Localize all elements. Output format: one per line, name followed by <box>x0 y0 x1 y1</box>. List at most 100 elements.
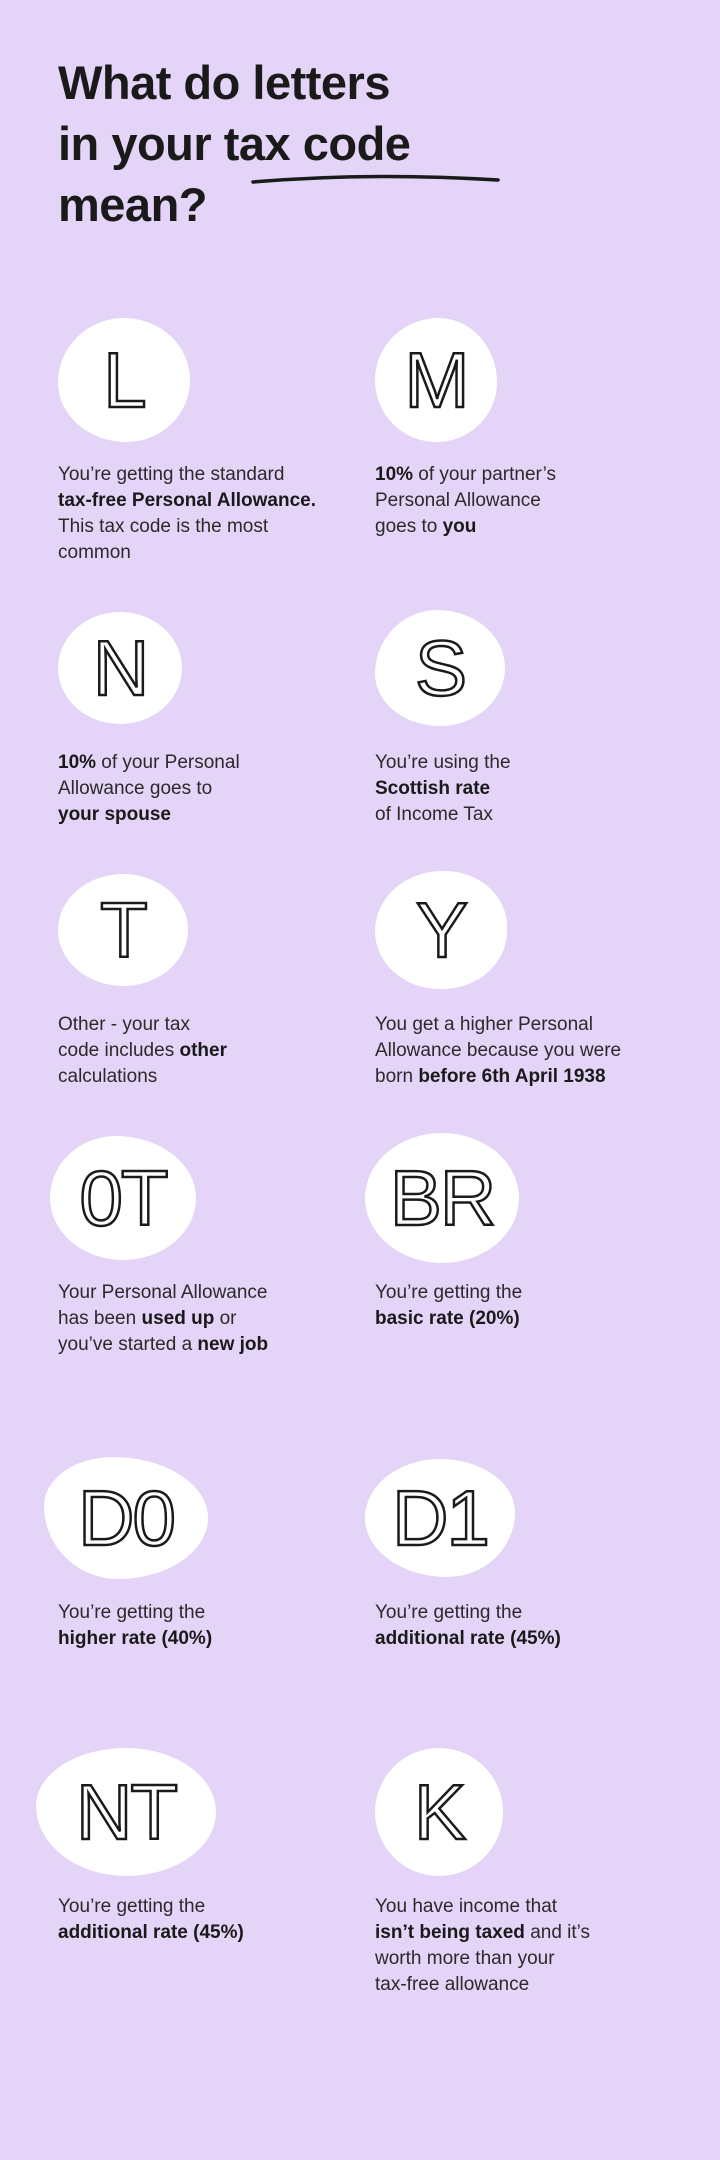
description-line: tax-free allowance <box>375 1972 590 1998</box>
description-line: You’re using the <box>375 750 511 776</box>
description-text: You have income that <box>375 1896 558 1917</box>
description-line: Allowance because you were <box>375 1038 621 1064</box>
description-line: born before 6th April 1938 <box>375 1064 621 1090</box>
code-description: You’re getting the standard tax-free Pers… <box>58 462 316 566</box>
code-description: You’re getting the higher rate (40%) <box>58 1600 212 1652</box>
emphasis-text: basic rate (20%) <box>375 1308 520 1329</box>
emphasis-text: your spouse <box>58 804 171 825</box>
page-title: What do letters in your tax code mean? <box>58 52 411 235</box>
emphasis-text: 10% <box>375 464 414 485</box>
description-text: You’re getting the <box>58 1896 206 1917</box>
description-text: born <box>375 1066 419 1087</box>
description-text: Allowance goes to <box>58 778 213 799</box>
description-text: goes to <box>375 516 443 537</box>
emphasis-text: additional rate (45%) <box>375 1628 561 1649</box>
description-line: you’ve started a new job <box>58 1332 268 1358</box>
tax-code-letter: D1 <box>391 1474 491 1562</box>
tax-code-letter: N <box>92 624 151 712</box>
description-line: higher rate (40%) <box>58 1626 212 1652</box>
tax-code-letter: NT <box>75 1768 179 1856</box>
description-text: calculations <box>58 1066 158 1087</box>
description-text: You’re getting the <box>58 1602 206 1623</box>
code-badge: T <box>58 874 188 986</box>
code-description: You get a higher Personal Allowance becau… <box>375 1012 621 1090</box>
description-line: Other - your tax <box>58 1012 227 1038</box>
description-text: of your partner’s <box>413 464 556 485</box>
description-line: has been used up or <box>58 1306 268 1332</box>
emphasis-text: higher rate (40%) <box>58 1628 213 1649</box>
code-description: You have income that isn’t being taxed an… <box>375 1894 590 1998</box>
code-description: 10% of your partner’s Personal Allowance g… <box>375 462 556 540</box>
description-text: you’ve started a <box>58 1334 198 1355</box>
description-text: You’re getting the standard <box>58 464 285 485</box>
tax-code-letter: T <box>99 886 149 974</box>
description-line: You have income that <box>375 1894 590 1920</box>
code-description: You’re using the Scottish rate of Income T… <box>375 750 511 828</box>
description-line: 10% of your Personal <box>58 750 240 776</box>
description-line: 10% of your partner’s <box>375 462 556 488</box>
description-text: of Income Tax <box>375 804 493 825</box>
description-text: and it’s <box>524 1922 591 1943</box>
code-badge: BR <box>365 1133 519 1263</box>
description-line: common <box>58 540 316 566</box>
code-badge: K <box>375 1748 503 1876</box>
code-description: You’re getting the additional rate (45%) <box>58 1894 244 1946</box>
tax-code-letter: M <box>403 336 470 424</box>
description-text: Allowance because you were <box>375 1040 622 1061</box>
code-badge: N <box>58 612 182 724</box>
code-description: You’re getting the additional rate (45%) <box>375 1600 561 1652</box>
description-line: code includes other <box>58 1038 227 1064</box>
code-badge: Y <box>375 871 507 989</box>
emphasis-text: other <box>179 1040 227 1061</box>
description-line: You’re getting the <box>58 1894 244 1920</box>
emphasis-text: isn’t being taxed <box>375 1922 525 1943</box>
code-description: Other - your tax code includes other calcu… <box>58 1012 227 1090</box>
description-text: This tax code is the most <box>58 516 269 537</box>
tax-code-letter: 0T <box>78 1154 170 1242</box>
emphasis-text: tax-free Personal Allowance. <box>58 490 317 511</box>
title-line: What do letters <box>58 56 390 109</box>
description-line: goes to you <box>375 514 556 540</box>
code-badge: S <box>375 610 505 726</box>
emphasis-text: before 6th April 1938 <box>418 1066 606 1087</box>
description-text: worth more than your <box>375 1948 555 1969</box>
tax-code-letter: Y <box>415 886 470 974</box>
description-text: Your Personal Allowance <box>58 1282 268 1303</box>
description-text: of your Personal <box>96 752 240 773</box>
description-line: This tax code is the most <box>58 514 316 540</box>
description-text: You’re getting the <box>375 1282 523 1303</box>
description-text: Personal Allowance <box>375 490 541 511</box>
hand-drawn-underline <box>251 174 500 184</box>
description-line: Your Personal Allowance <box>58 1280 268 1306</box>
emphasis-text: 10% <box>58 752 97 773</box>
emphasis-text: you <box>442 516 477 537</box>
tax-code-letter: D0 <box>77 1474 177 1562</box>
code-badge: D0 <box>44 1457 208 1579</box>
title-line: mean? <box>58 178 208 231</box>
code-description: 10% of your Personal Allowance goes to you… <box>58 750 240 828</box>
description-text: You’re getting the <box>375 1602 523 1623</box>
description-line: tax-free Personal Allowance. <box>58 488 316 514</box>
description-line: You’re getting the <box>375 1280 522 1306</box>
description-line: Personal Allowance <box>375 488 556 514</box>
code-badge: M <box>375 318 497 442</box>
emphasis-text: additional rate (45%) <box>58 1922 244 1943</box>
tax-code-letter: BR <box>389 1154 498 1242</box>
description-line: Scottish rate <box>375 776 511 802</box>
tax-code-letter: K <box>413 1768 468 1856</box>
code-badge: NT <box>36 1748 216 1876</box>
description-line: worth more than your <box>375 1946 590 1972</box>
description-line: You’re getting the <box>375 1600 561 1626</box>
description-text: or <box>214 1308 237 1329</box>
description-line: You’re getting the standard <box>58 462 316 488</box>
description-line: You get a higher Personal <box>375 1012 621 1038</box>
description-line: your spouse <box>58 802 240 828</box>
description-text: Other - your tax <box>58 1014 190 1035</box>
description-line: of Income Tax <box>375 802 511 828</box>
code-badge: D1 <box>365 1459 515 1577</box>
description-text: You’re using the <box>375 752 511 773</box>
description-text: You get a higher Personal <box>375 1014 593 1035</box>
emphasis-text: Scottish rate <box>375 778 491 799</box>
emphasis-text: used up <box>141 1308 215 1329</box>
tax-code-letter: S <box>414 624 469 712</box>
